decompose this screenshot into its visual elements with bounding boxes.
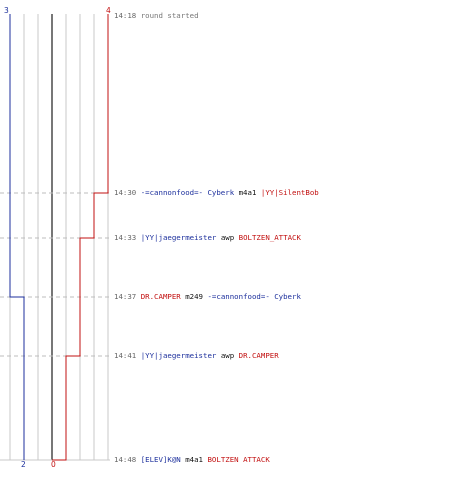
event-kill: 14:48 [ELEV]K@N m4a1 BOLTZEN ATTACK [114,455,270,465]
weapon-name: m4a1 [238,188,257,197]
weapon-name: m249 [185,292,204,301]
victim-name: BOLTZEN ATTACK [207,455,270,464]
event-kill: 14:30 -=cannonfood=- Cyberk m4a1 |YY|Sil… [114,188,319,198]
red-start-count: 4 [106,6,111,15]
event-text: round started [140,11,199,20]
event-time: 14:18 [114,11,137,20]
victim-name: BOLTZEN_ATTACK [238,233,301,242]
killer-name: -=cannonfood=- Cyberk [140,188,235,197]
event-kill: 14:37 DR.CAMPER m249 -=cannonfood=- Cybe… [114,292,301,302]
event-time: 14:30 [114,188,137,197]
vertical-gridlines [9,14,109,460]
event-kill: 14:33 |YY|jaegermeister awp BOLTZEN_ATTA… [114,233,301,243]
weapon-name: awp [220,233,235,242]
red-end-count: 0 [51,460,56,469]
event-time: 14:37 [114,292,137,301]
blue-start-count: 3 [4,6,9,15]
red-team-alive-line [52,14,109,461]
killer-name: [ELEV]K@N [140,455,181,464]
event-kill: 14:41 |YY|jaegermeister awp DR.CAMPER [114,351,279,361]
weapon-name: m4a1 [185,455,204,464]
killer-name: |YY|jaegermeister [140,233,217,242]
event-time: 14:41 [114,351,137,360]
event-time: 14:33 [114,233,137,242]
blue-end-count: 2 [21,460,26,469]
killer-name: |YY|jaegermeister [140,351,217,360]
victim-name: -=cannonfood=- Cyberk [207,292,301,301]
weapon-name: awp [220,351,235,360]
killer-name: DR.CAMPER [140,292,181,301]
victim-name: DR.CAMPER [238,351,279,360]
blue-team-alive-line [9,14,25,460]
event-round-start: 14:18 round started [114,11,199,21]
event-time: 14:48 [114,455,137,464]
victim-name: |YY|SilentBob [260,188,319,197]
